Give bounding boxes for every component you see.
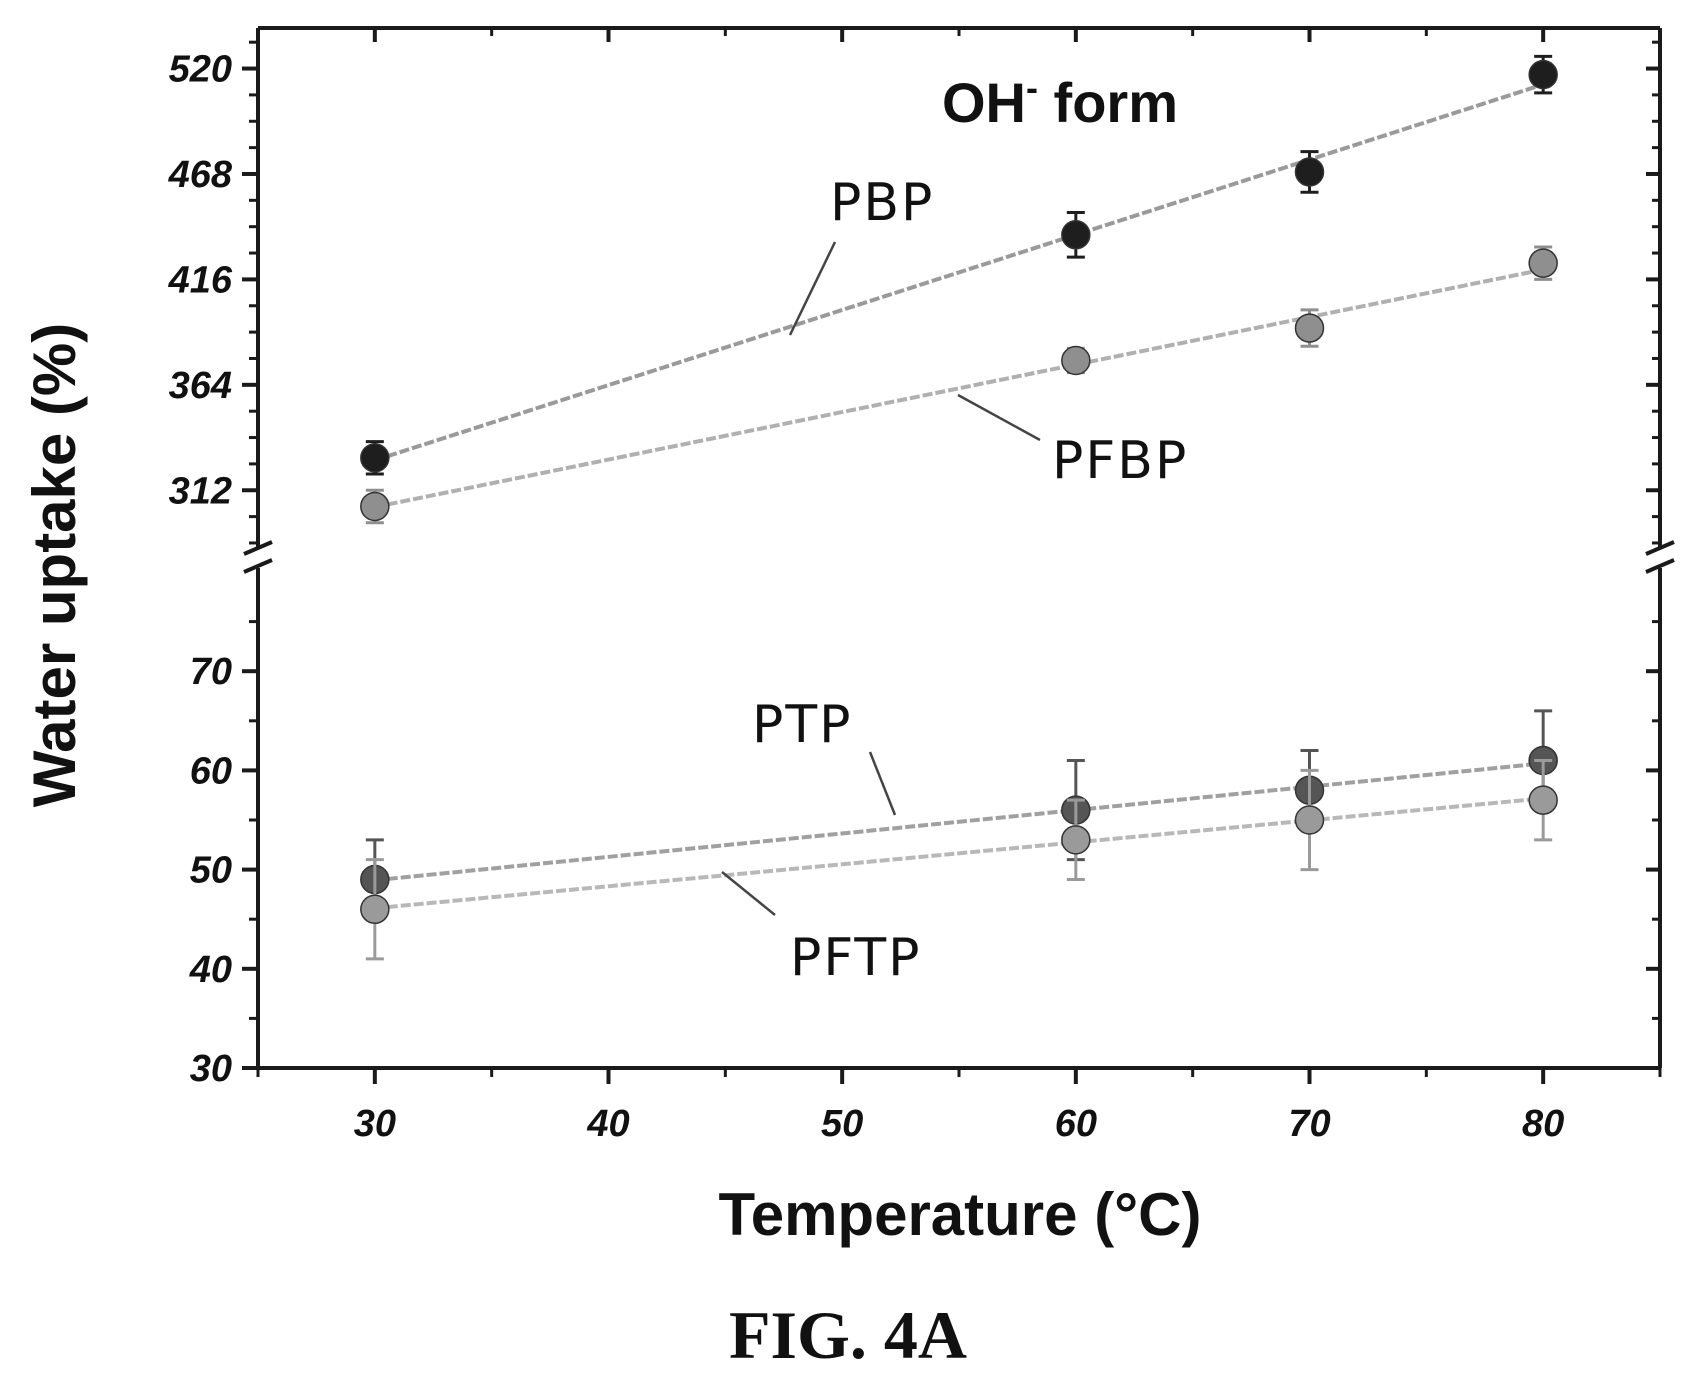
leader-line-pfbp xyxy=(957,393,1041,442)
trend-line-pbp xyxy=(374,82,1544,463)
axis-break-mark xyxy=(1645,558,1675,574)
x-axis-title: Temperature (°C) xyxy=(719,1181,1202,1248)
y-tick-label-lower: 40 xyxy=(189,949,232,991)
data-point-pfbp xyxy=(360,491,390,522)
axis-break-mark xyxy=(243,558,273,574)
y-tick-label-upper: 468 xyxy=(168,154,233,196)
y-tick-label-upper: 312 xyxy=(169,470,232,512)
x-tick-label: 30 xyxy=(354,1103,396,1145)
x-tick-label: 50 xyxy=(821,1103,863,1145)
data-point-pfbp xyxy=(1528,248,1558,278)
y-tick-label-lower: 50 xyxy=(190,850,232,892)
text-layer: Water uptake (%) Temperature (°C) OH- fo… xyxy=(21,67,1201,1373)
figure-caption: FIG. 4A xyxy=(729,1297,967,1373)
annotation-rest: form xyxy=(1038,71,1178,134)
data-point-pftp xyxy=(1061,825,1091,855)
data-point-pftp xyxy=(1294,805,1325,835)
series-label-pfbp: PFBP xyxy=(1052,431,1188,491)
x-tick-label: 70 xyxy=(1288,1103,1330,1145)
series-label-ptp: PTP xyxy=(752,695,852,755)
series-label-pbp: PBP xyxy=(830,173,934,233)
leader-line-pbp xyxy=(788,241,837,336)
trend-line-pftp xyxy=(374,796,1544,911)
leader-line-ptp xyxy=(868,751,897,816)
data-point-pftp xyxy=(360,894,390,925)
x-tick-label: 60 xyxy=(1055,1103,1097,1145)
panel-annotation: OH- form xyxy=(942,67,1178,134)
axis-break-mark xyxy=(1645,540,1675,556)
axes-layer: 30 40 50 60 70 80 312 364 416 468 520 30 40 50 60 70 xyxy=(168,26,1675,1145)
marks-layer xyxy=(360,54,1558,961)
data-point-pbp xyxy=(1294,157,1325,187)
trend-line-pfbp xyxy=(374,267,1544,510)
data-point-pbp xyxy=(1061,220,1091,250)
axis-break-mark xyxy=(243,540,273,556)
y-tick-label-lower: 30 xyxy=(190,1048,232,1090)
y-tick-label-lower: 70 xyxy=(190,651,232,693)
data-point-pbp xyxy=(360,443,390,473)
series-label-pftp: PFTP xyxy=(790,928,921,988)
y-tick-label-upper: 520 xyxy=(169,49,232,91)
y-tick-label-lower: 60 xyxy=(190,750,232,792)
x-tick-label: 80 xyxy=(1522,1103,1564,1145)
trend-line-ptp xyxy=(374,761,1544,883)
annotation-main: OH xyxy=(942,71,1026,134)
x-tick-label: 40 xyxy=(586,1103,629,1145)
data-point-pbp xyxy=(1528,59,1558,90)
leader-line-pftp xyxy=(721,871,776,916)
data-point-pfbp xyxy=(1294,313,1325,343)
data-point-pfbp xyxy=(1061,345,1091,376)
y-tick-label-upper: 416 xyxy=(168,259,233,301)
data-point-pftp xyxy=(1528,785,1558,815)
y-tick-label-upper: 364 xyxy=(169,365,232,407)
y-axis-title: Water uptake (%) xyxy=(21,323,88,808)
annotation-sup: - xyxy=(1026,67,1038,108)
